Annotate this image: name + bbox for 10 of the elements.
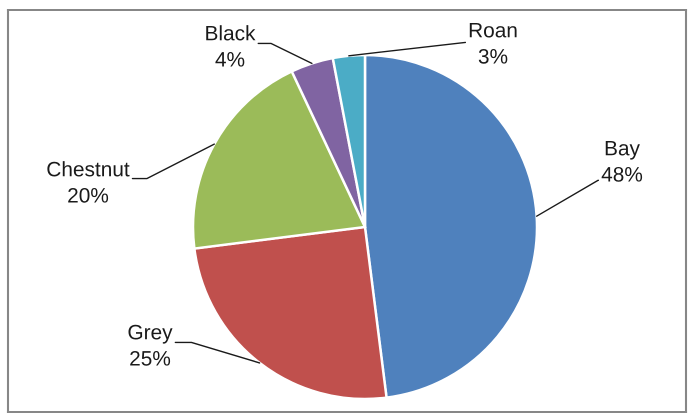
slice-label: Black — [206, 25, 256, 40]
slice-label: Chestnut — [47, 161, 130, 176]
slice-label: Grey — [128, 324, 173, 344]
data-label: 20% — [68, 188, 108, 203]
data-label: 48% — [602, 166, 642, 182]
slice-label: Roan — [470, 22, 517, 38]
data-label: 4% — [215, 52, 244, 67]
data-label: 3% — [478, 48, 508, 64]
slice-label: Bay — [606, 140, 640, 160]
data-label: 25% — [130, 350, 170, 366]
